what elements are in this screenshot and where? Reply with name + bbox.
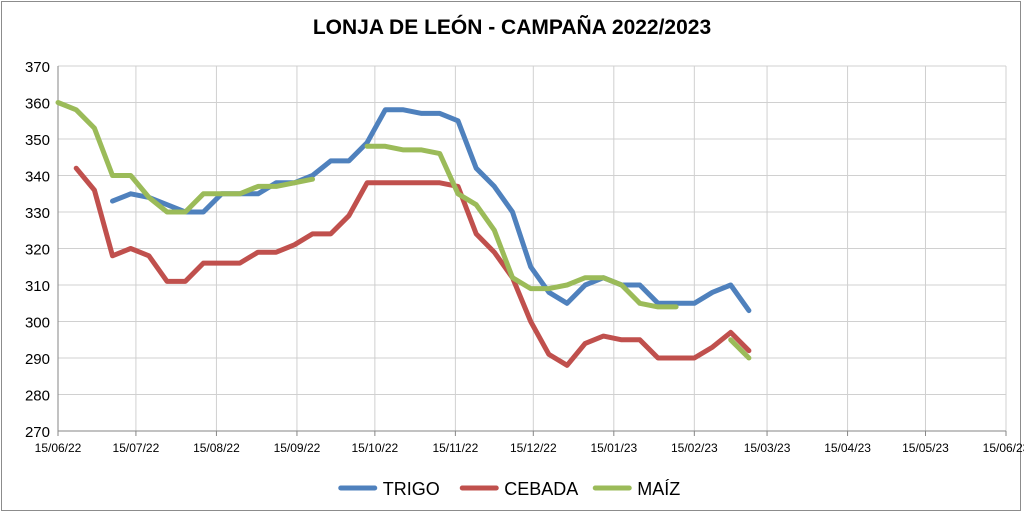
- y-tick-label: 340: [25, 169, 50, 186]
- x-tick-label: 15/03/23: [744, 441, 791, 455]
- legend-label-trigo: TRIGO: [383, 479, 440, 499]
- series-line-maiz: [728, 337, 752, 361]
- x-tick-label: 15/02/23: [671, 441, 718, 455]
- x-tick-label: 15/12/22: [510, 441, 557, 455]
- chart-title: LONJA DE LEÓN - CAMPAÑA 2022/2023: [312, 16, 712, 39]
- gridlines: [58, 65, 1007, 431]
- series-lines: [55, 100, 752, 368]
- x-tick-label: 15/10/22: [352, 441, 399, 455]
- legend-label-maiz: MAÍZ: [637, 479, 680, 499]
- x-tick-label: 15/07/22: [113, 441, 160, 455]
- y-axis-tick-labels: 270 280 290 300 310 320 330 340 350 360 370: [25, 59, 50, 441]
- y-tick-label: 300: [25, 315, 50, 332]
- y-tick-label: 270: [25, 424, 50, 441]
- x-tick-label: 15/11/22: [432, 441, 478, 455]
- x-tick-label: 15/04/23: [824, 441, 871, 455]
- y-tick-label: 280: [25, 388, 50, 405]
- legend-label-cebada: CEBADA: [504, 479, 578, 499]
- x-tick-label: 15/01/23: [590, 441, 637, 455]
- x-tick-label: 15/09/22: [274, 441, 321, 455]
- y-tick-label: 310: [25, 278, 50, 295]
- x-tick-label: 15/08/22: [193, 441, 240, 455]
- y-tick-label: 350: [25, 132, 50, 149]
- x-axis-tick-labels: 15/06/22 15/07/22 15/08/22 15/09/22 15/10/22…: [35, 441, 1024, 455]
- series-line-trigo: [110, 107, 752, 314]
- series-line-maiz: [55, 100, 315, 215]
- axes: [57, 66, 1007, 436]
- y-tick-label: 360: [25, 96, 50, 113]
- x-tick-label: 15/06/23: [983, 441, 1024, 455]
- series-line-cebada: [73, 165, 752, 368]
- x-tick-label: 15/06/22: [35, 441, 82, 455]
- y-tick-label: 320: [25, 242, 50, 259]
- series-line-maiz: [364, 143, 679, 310]
- y-tick-label: 290: [25, 351, 50, 368]
- y-tick-label: 370: [25, 59, 50, 76]
- y-tick-label: 330: [25, 205, 50, 222]
- legend: TRIGO CEBADA MAÍZ: [338, 479, 680, 499]
- x-tick-label: 15/05/23: [902, 441, 949, 455]
